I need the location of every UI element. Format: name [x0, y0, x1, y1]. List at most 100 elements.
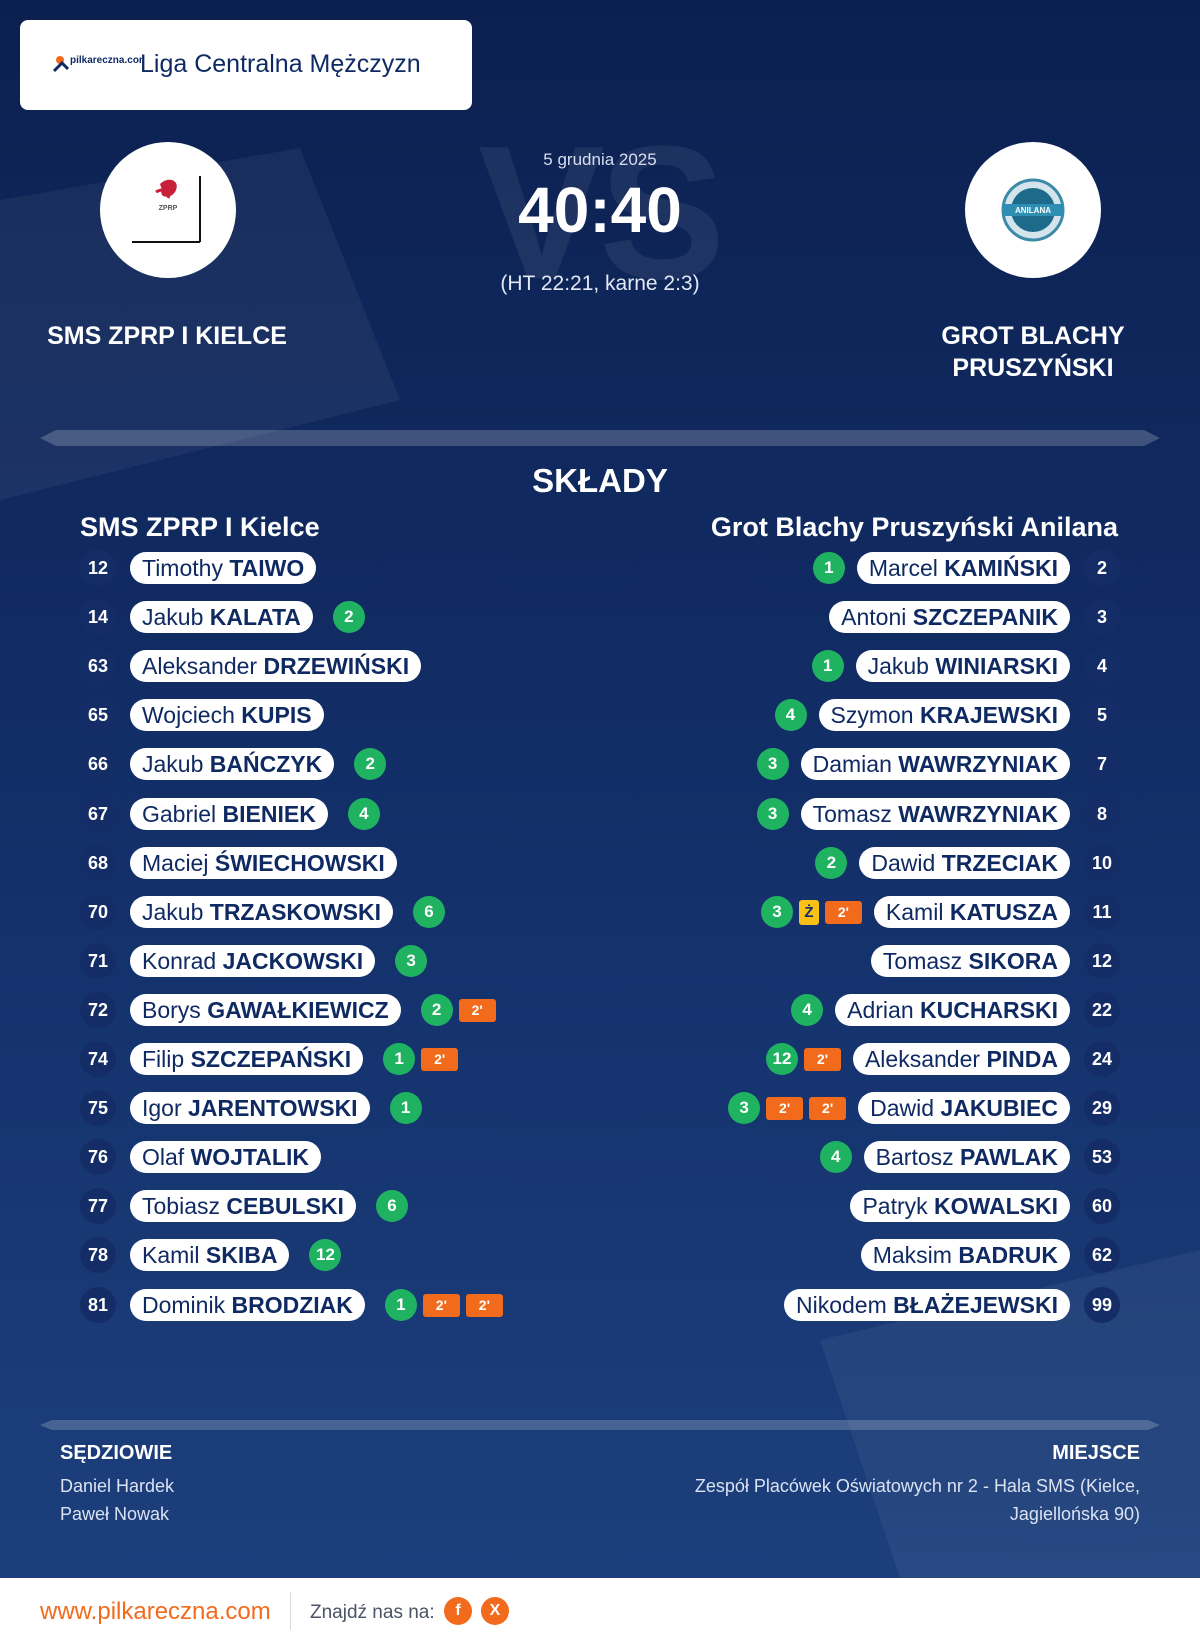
player-surname: SZCZEPANIK	[912, 604, 1058, 630]
player-name[interactable]: Kamil KATUSZA	[873, 896, 1070, 928]
goals-badge: 6	[412, 896, 445, 928]
goals-badge: 3	[760, 896, 793, 928]
player-name[interactable]: Wojciech KUPIS	[130, 699, 324, 731]
player-surname: JARENTOWSKI	[188, 1095, 358, 1121]
player-first-name: Jakub	[142, 899, 204, 925]
player-name[interactable]: Dominik BRODZIAK	[130, 1289, 365, 1321]
pilkareczna-logo[interactable]: pilkareczna.com	[50, 49, 142, 77]
suspension-badge: 2'	[465, 1293, 503, 1317]
away-player-row: 24 Aleksander PINDA 2' 12	[760, 1041, 1120, 1077]
away-player-row: 99 Nikodem BŁAŻEJEWSKI	[772, 1287, 1120, 1323]
player-first-name: Bartosz	[875, 1144, 954, 1170]
player-name[interactable]: Timothy TAIWO	[130, 552, 317, 584]
goals-badge: 4	[347, 798, 380, 830]
player-name[interactable]: Jakub BAŃCZYK	[130, 748, 335, 780]
player-number: 68	[80, 845, 116, 881]
player-number: 77	[80, 1188, 116, 1224]
player-surname: WAWRZYNIAK	[898, 751, 1058, 777]
away-player-row: 60 Patryk KOWALSKI	[838, 1188, 1120, 1224]
away-player-row: 5 Szymon KRAJEWSKI 4	[769, 697, 1120, 733]
player-first-name: Kamil	[885, 899, 944, 925]
player-name[interactable]: Aleksander DRZEWIŃSKI	[130, 650, 422, 682]
player-number: 67	[80, 796, 116, 832]
player-name[interactable]: Olaf WOJTALIK	[130, 1141, 321, 1173]
player-name[interactable]: Damian WAWRZYNIAK	[800, 748, 1070, 780]
player-first-name: Tomasz	[882, 948, 963, 974]
league-title: Liga Centralna Mężczyzn	[140, 50, 421, 78]
away-player-row: 7 Damian WAWRZYNIAK 3	[751, 746, 1120, 782]
website-link[interactable]: www.pilkareczna.com	[40, 1598, 271, 1625]
home-player-row: 12 Timothy TAIWO	[80, 550, 336, 586]
player-number: 7	[1084, 746, 1120, 782]
goals-badge: 1	[389, 1092, 422, 1124]
player-first-name: Jakub	[142, 751, 204, 777]
home-player-row: 75 Igor JARENTOWSKI 1	[80, 1090, 428, 1126]
player-name[interactable]: Jakub KALATA	[130, 601, 313, 633]
player-events: 4	[785, 994, 824, 1026]
player-name[interactable]: Jakub WINIARSKI	[855, 650, 1070, 682]
player-events: 2	[354, 748, 392, 780]
player-name[interactable]: Jakub TRZASKOWSKI	[130, 896, 393, 928]
player-first-name: Szymon	[830, 702, 914, 728]
player-name[interactable]: Konrad JACKOWSKI	[130, 945, 376, 977]
away-player-row: 8 Tomasz WAWRZYNIAK 3	[751, 796, 1120, 832]
player-first-name: Gabriel	[142, 801, 217, 827]
player-name[interactable]: Gabriel BIENIEK	[130, 798, 328, 830]
facebook-icon[interactable]: f	[444, 1597, 472, 1625]
player-surname: DRZEWIŃSKI	[263, 653, 410, 679]
player-surname: TAIWO	[229, 555, 305, 581]
player-name[interactable]: Dawid TRZECIAK	[859, 847, 1070, 879]
suspension-badge: 2'	[824, 900, 862, 924]
home-player-row: 77 Tobiasz CEBULSKI 6	[80, 1188, 414, 1224]
goals-badge: 4	[819, 1141, 852, 1173]
goals-badge: 2	[420, 994, 453, 1026]
player-surname: SKIBA	[205, 1242, 278, 1268]
player-name[interactable]: Borys GAWAŁKIEWICZ	[130, 994, 401, 1026]
player-name[interactable]: Nikodem BŁAŻEJEWSKI	[784, 1289, 1070, 1321]
player-first-name: Wojciech	[142, 702, 235, 728]
player-number: 3	[1084, 599, 1120, 635]
away-player-row: 12 Tomasz SIKORA	[859, 943, 1120, 979]
player-name[interactable]: Aleksander PINDA	[852, 1043, 1070, 1075]
home-player-row: 74 Filip SZCZEPAŃSKI 1 2'	[80, 1041, 464, 1077]
background-shapes	[0, 148, 1200, 1578]
player-first-name: Nikodem	[796, 1292, 887, 1318]
player-surname: KATUSZA	[949, 899, 1058, 925]
player-name[interactable]: Adrian KUCHARSKI	[835, 994, 1070, 1026]
player-name[interactable]: Dawid JAKUBIEC	[858, 1092, 1070, 1124]
league-header-card: pilkareczna.com Liga Centralna Mężczyzn	[20, 20, 472, 110]
player-number: 12	[1084, 943, 1120, 979]
footer-separator	[290, 1592, 291, 1630]
player-name[interactable]: Tomasz SIKORA	[870, 945, 1070, 977]
player-events: 1 2' 2'	[384, 1289, 509, 1321]
player-name[interactable]: Filip SZCZEPAŃSKI	[130, 1043, 364, 1075]
player-events: 1 2'	[383, 1043, 464, 1075]
player-name[interactable]: Antoni SZCZEPANIK	[829, 601, 1070, 633]
player-surname: SIKORA	[968, 948, 1058, 974]
player-name[interactable]: Tomasz WAWRZYNIAK	[800, 798, 1070, 830]
player-name[interactable]: Szymon KRAJEWSKI	[818, 699, 1070, 731]
player-number: 78	[80, 1237, 116, 1273]
player-name[interactable]: Marcel KAMIŃSKI	[856, 552, 1070, 584]
player-name[interactable]: Maksim BADRUK	[860, 1239, 1070, 1271]
player-first-name: Kamil	[142, 1242, 200, 1268]
player-events: 2' Ż 3	[755, 896, 862, 928]
player-first-name: Igor	[142, 1095, 182, 1121]
player-name[interactable]: Kamil SKIBA	[130, 1239, 290, 1271]
player-number: 22	[1084, 992, 1120, 1028]
player-name[interactable]: Maciej ŚWIECHOWSKI	[130, 847, 397, 879]
player-events: 1	[389, 1092, 428, 1124]
x-icon[interactable]: X	[481, 1597, 509, 1625]
goals-badge: 2	[815, 847, 848, 879]
player-name[interactable]: Patryk KOWALSKI	[850, 1190, 1070, 1222]
player-events: 3	[751, 748, 789, 780]
player-number: 70	[80, 894, 116, 930]
player-events: 2	[809, 847, 848, 879]
home-player-row: 63 Aleksander DRZEWIŃSKI	[80, 648, 441, 684]
suspension-badge: 2'	[458, 998, 496, 1022]
player-name[interactable]: Tobiasz CEBULSKI	[130, 1190, 356, 1222]
player-first-name: Aleksander	[142, 653, 258, 679]
player-number: 72	[80, 992, 116, 1028]
player-name[interactable]: Igor JARENTOWSKI	[130, 1092, 370, 1124]
player-name[interactable]: Bartosz PAWLAK	[863, 1141, 1070, 1173]
